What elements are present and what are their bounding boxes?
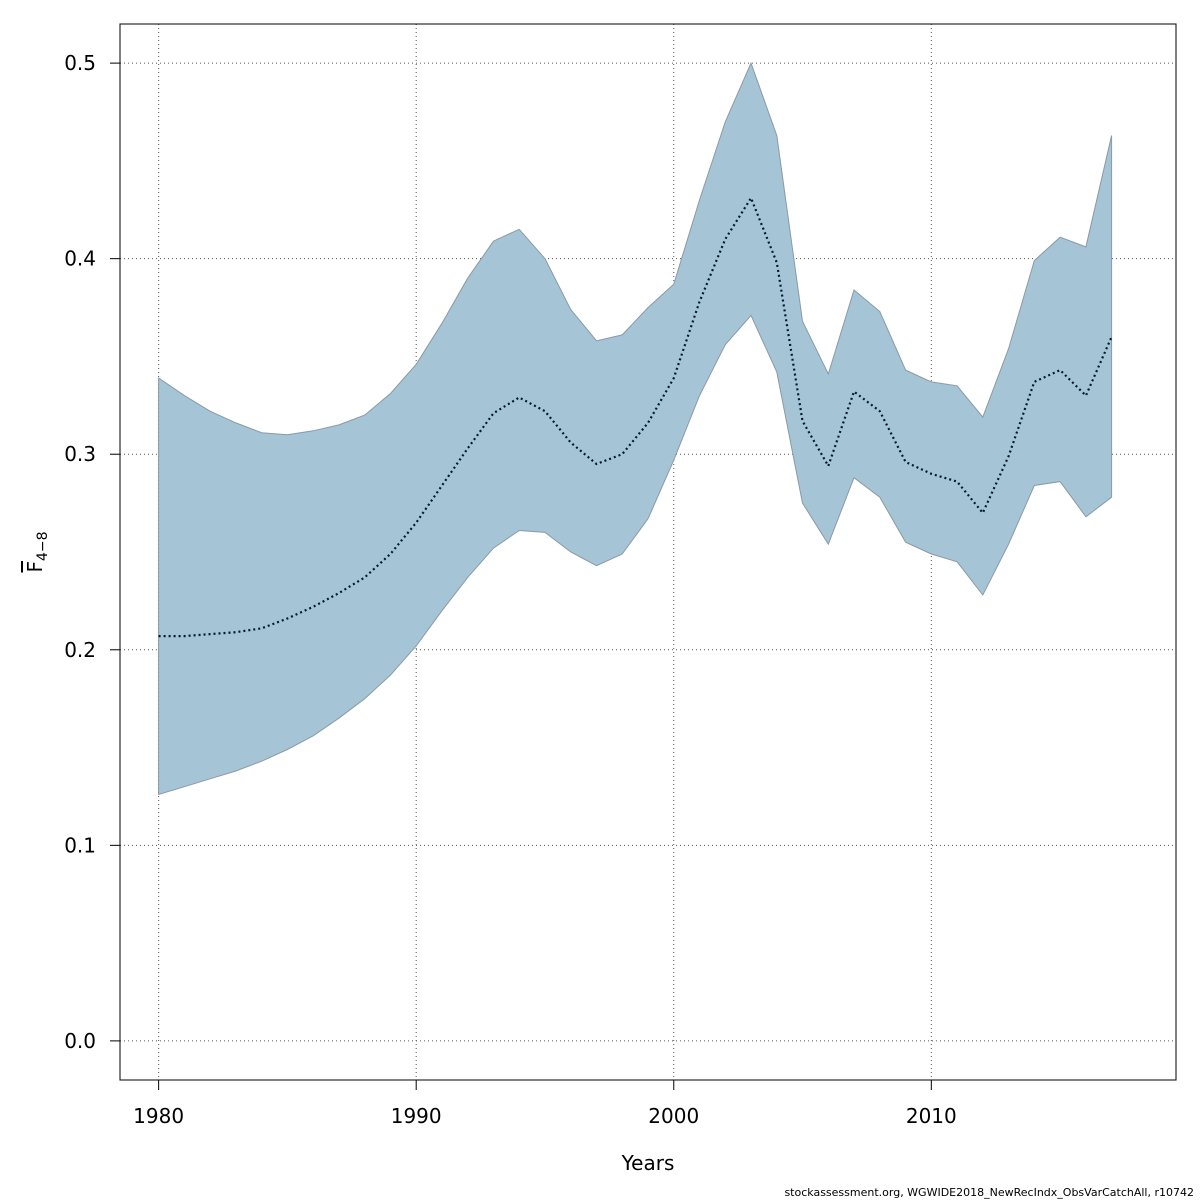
y-tick-label: 0.1 [64,833,96,857]
x-tick-label: 1980 [133,1104,184,1128]
y-axis-title: F4−8 [23,531,51,572]
x-tick-label: 1990 [391,1104,442,1128]
axes: 1980 1990 2000 2010 0.0 0.1 0.2 0.3 0.4 0.5 [64,51,957,1128]
y-tick-label: 0.0 [64,1029,96,1053]
y-tick-label: 0.3 [64,442,96,466]
y-axis-title-main: F [23,561,47,573]
svg-text:F4−8: F4−8 [23,531,51,572]
y-tick-label: 0.4 [64,247,96,271]
x-tick-label: 2000 [648,1104,699,1128]
y-axis-title-subscript: 4−8 [35,531,51,561]
y-tick-label: 0.2 [64,638,96,662]
y-tick-label: 0.5 [64,51,96,75]
footer-credit: stockassessment.org, WGWIDE2018_NewRecIn… [784,1186,1194,1199]
x-tick-label: 2010 [906,1104,957,1128]
x-axis-title: Years [621,1151,675,1175]
confidence-band [158,61,1113,796]
